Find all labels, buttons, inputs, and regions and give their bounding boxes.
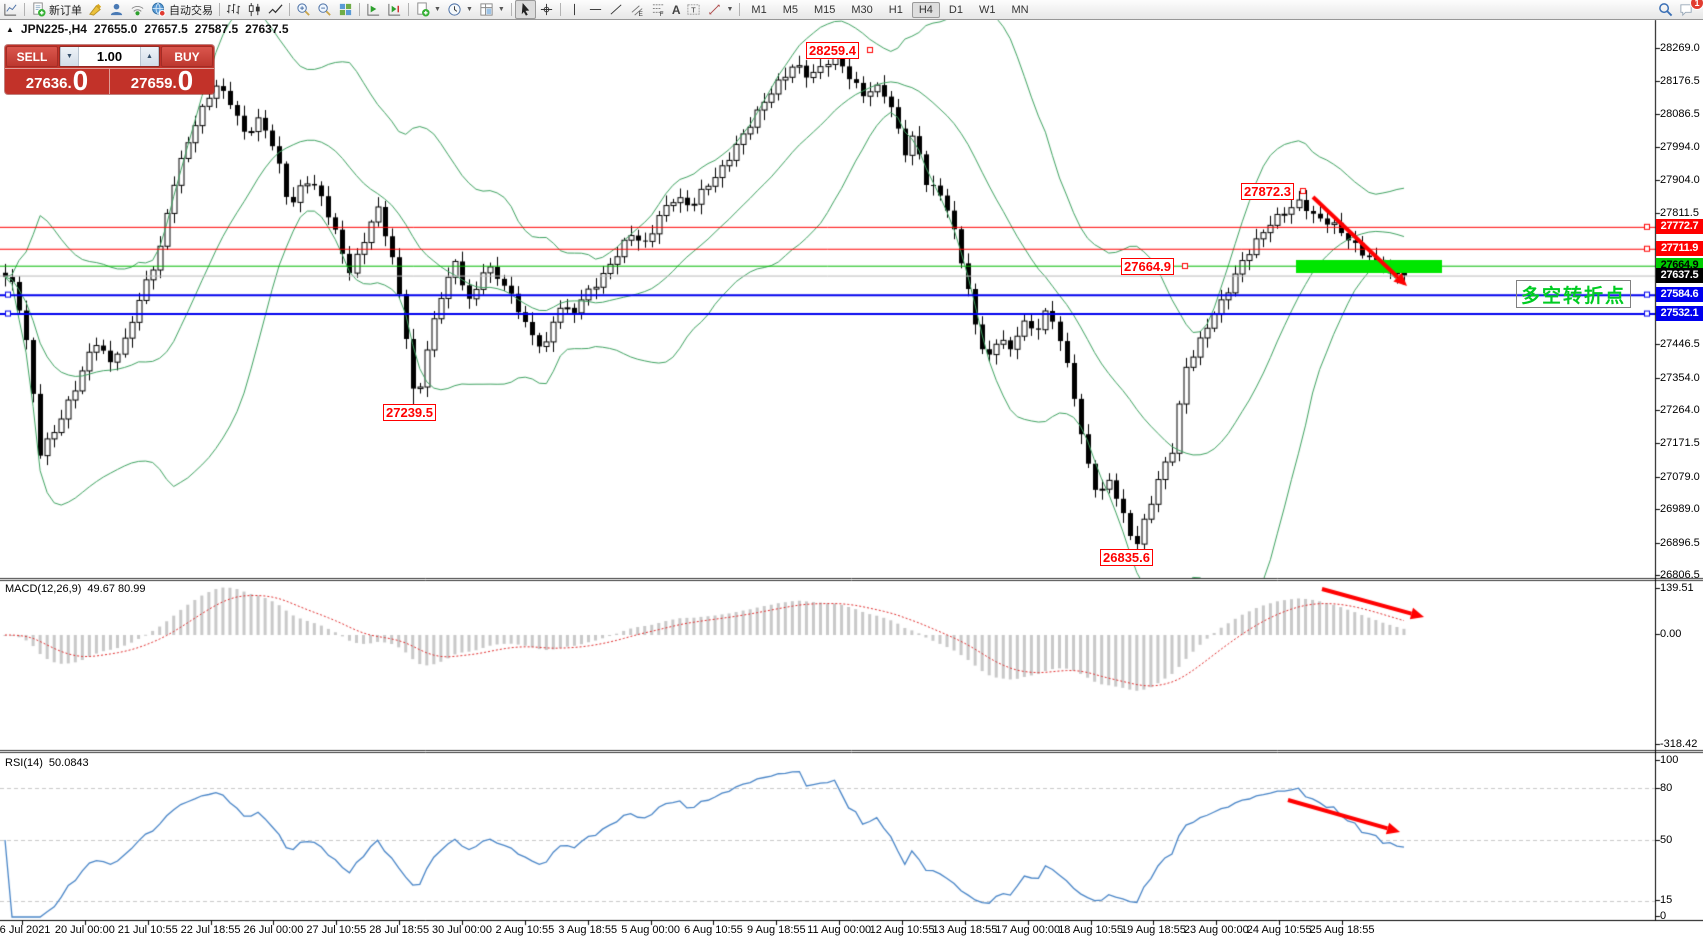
low-value: 27587.5: [194, 22, 239, 36]
search-icon[interactable]: [1655, 0, 1676, 19]
svg-text:E: E: [638, 11, 643, 17]
autotrading-button[interactable]: 自动交易: [148, 0, 216, 19]
timeframe-m30[interactable]: M30: [851, 3, 873, 16]
close-value: 27637.5: [245, 22, 289, 36]
volume-up-button[interactable]: ▲: [140, 47, 159, 66]
zoom-in-icon[interactable]: [293, 0, 314, 19]
timeframe-m15[interactable]: M15: [813, 3, 836, 16]
metaeditor-icon[interactable]: [106, 0, 127, 19]
bar-chart-icon[interactable]: [223, 0, 244, 19]
tile-windows-icon[interactable]: [335, 0, 356, 19]
volume-stepper: ▼ 1.00 ▲: [59, 46, 160, 67]
macd-label: MACD(12,26,9) 49.67 80.99: [5, 583, 146, 595]
fibonacci-tool[interactable]: F: [648, 0, 669, 19]
chevron-down-icon: ▼: [726, 6, 734, 13]
divider: [219, 3, 220, 16]
divider: [739, 3, 741, 16]
notifications-icon[interactable]: 1: [1676, 0, 1703, 19]
timeframe-d1[interactable]: D1: [948, 3, 963, 16]
price-label-object[interactable]: 28259.4: [806, 42, 859, 59]
channel-tool[interactable]: E: [627, 0, 648, 19]
new-order-button[interactable]: 新订单: [28, 0, 85, 19]
price-label-object[interactable]: 27872.3: [1241, 183, 1294, 200]
price-label-object[interactable]: 27664.9: [1121, 258, 1174, 275]
autotrading-label: 自动交易: [169, 4, 213, 17]
line-chart-icon[interactable]: [265, 0, 286, 19]
timeframe-m5[interactable]: M5: [782, 3, 798, 16]
timeframe-h4[interactable]: H4: [911, 1, 940, 18]
sell-price[interactable]: 27636. 0: [25, 65, 89, 96]
buy-button[interactable]: BUY: [161, 46, 213, 67]
candlestick-icon[interactable]: [244, 0, 265, 19]
new-order-icon: [33, 2, 46, 17]
divider: [510, 3, 512, 16]
new-order-label: 新订单: [49, 4, 82, 17]
arrows-dropdown[interactable]: ▼: [704, 0, 736, 19]
timeframe-bar: M1 M5 M15 M30 H1 H4 D1 W1 MN: [743, 1, 1036, 18]
one-click-trading-panel: SELL ▼ 1.00 ▲ BUY 27636. 0 27659. 0: [5, 45, 214, 96]
toolbar: 新订单 自动交易 ▼ ▼ ▼ E F A T ▼ M1 M5 M15 M30 H1 H4 D…: [0, 0, 1703, 20]
timeframe-mn[interactable]: MN: [1011, 3, 1029, 16]
svg-text:F: F: [659, 11, 663, 17]
price-label-object[interactable]: 26835.6: [1100, 549, 1153, 566]
signals-icon[interactable]: [127, 0, 148, 19]
divider: [24, 3, 25, 16]
horizontal-line-tool[interactable]: [585, 0, 606, 19]
notification-badge: 1: [1690, 0, 1703, 10]
note-box[interactable]: 多空转折点: [1516, 280, 1631, 308]
autotrading-icon: [152, 2, 166, 17]
styler-icon[interactable]: [85, 0, 106, 19]
buy-price[interactable]: 27659. 0: [109, 67, 214, 95]
divider: [359, 3, 360, 16]
timeframe-m1[interactable]: M1: [751, 3, 767, 16]
chart-window-icon[interactable]: [0, 0, 21, 19]
templates-dropdown[interactable]: ▼: [476, 0, 508, 19]
new-chart-dropdown[interactable]: ▼: [412, 0, 444, 19]
chevron-down-icon: ▼: [497, 6, 505, 13]
svg-text:T: T: [692, 5, 697, 14]
vertical-line-tool[interactable]: [564, 0, 585, 19]
crosshair-tool[interactable]: [536, 0, 557, 19]
clock-icon: [448, 3, 461, 16]
zoom-out-icon[interactable]: [314, 0, 335, 19]
text-tool[interactable]: A: [671, 2, 681, 17]
trendline-tool[interactable]: [606, 0, 627, 19]
divider: [408, 3, 409, 16]
volume-down-button[interactable]: ▼: [60, 47, 79, 66]
text-label-tool[interactable]: T: [683, 0, 704, 19]
symbol-name: JPN225-,H4: [20, 22, 87, 36]
chevron-down-icon: ▼: [465, 6, 473, 13]
timeframe-w1[interactable]: W1: [978, 3, 996, 16]
divider: [289, 3, 290, 16]
divider: [559, 3, 561, 16]
high-value: 27657.5: [144, 22, 188, 36]
period-dropdown[interactable]: ▼: [444, 0, 476, 19]
collapse-arrow-icon[interactable]: ▲: [6, 24, 14, 34]
rsi-label: RSI(14) 50.0843: [5, 757, 89, 769]
symbol-info-line: ▲ JPN225-,H4 27655.0 27657.5 27587.5 276…: [6, 22, 289, 36]
price-label-object[interactable]: 27239.5: [383, 404, 436, 421]
step-pause-icon[interactable]: [384, 0, 405, 19]
step-forward-icon[interactable]: [363, 0, 384, 19]
sell-button[interactable]: SELL: [6, 46, 58, 67]
open-value: 27655.0: [93, 22, 138, 36]
timeframe-h1[interactable]: H1: [888, 3, 903, 16]
chevron-down-icon: ▼: [434, 6, 441, 13]
cursor-tool[interactable]: [514, 0, 536, 19]
volume-value[interactable]: 1.00: [96, 49, 123, 64]
